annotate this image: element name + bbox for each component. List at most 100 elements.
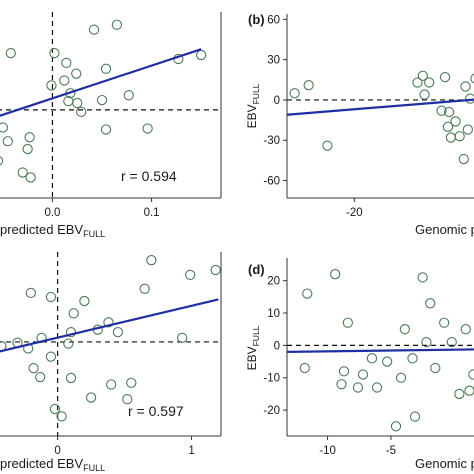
data-point (302, 288, 313, 299)
x-axis-label-main: Genomic pr (415, 456, 474, 471)
x-axis-label: Genomic pr (415, 456, 474, 471)
data-point (439, 71, 451, 83)
data-point (17, 167, 28, 178)
data-point (122, 394, 133, 405)
data-point (381, 356, 393, 367)
data-point (146, 255, 157, 266)
y-axis-label-main: EBV (245, 346, 259, 370)
x-tick-label: 1 (188, 445, 194, 457)
regression-line (286, 98, 474, 116)
y-tick-label: 0 (274, 340, 280, 352)
data-point (76, 106, 87, 118)
y-axis-label-main: EBV (245, 104, 259, 128)
data-point (468, 369, 474, 380)
x-axis-label: Genomic pr (415, 222, 474, 237)
data-point (289, 88, 300, 99)
data-point (439, 317, 450, 328)
data-point (409, 411, 421, 422)
data-point (49, 403, 61, 415)
data-point (322, 140, 333, 151)
data-point (336, 379, 347, 390)
x-tick-label: -10 (319, 445, 336, 457)
data-point (460, 81, 471, 92)
data-point (395, 372, 407, 383)
data-point (24, 132, 35, 143)
data-point (106, 379, 117, 390)
panel-b: -20 -60 -30 0 30 60(b) Genomic pr EBVFULL (245, 12, 474, 237)
data-point (470, 73, 474, 84)
data-point (421, 336, 432, 348)
data-point (430, 362, 441, 374)
data-point (65, 372, 77, 384)
data-point (460, 324, 471, 335)
data-point (2, 136, 13, 147)
data-point (352, 382, 364, 393)
data-point (442, 121, 454, 132)
data-point (68, 308, 79, 319)
data-point (390, 421, 402, 432)
x-axis-label: predicted EBVFULL (0, 456, 105, 473)
correlation-annotation: r = 0.597 (128, 403, 184, 419)
data-point (79, 295, 90, 307)
data-point (330, 269, 341, 280)
x-tick-label: -20 (346, 207, 363, 219)
data-point (59, 75, 70, 86)
data-point (111, 19, 123, 30)
regression-line (0, 48, 202, 117)
y-axis-label: EBVFULL (245, 325, 261, 370)
data-point (100, 124, 112, 135)
data-point (443, 106, 455, 118)
correlation-annotation: r = 0.594 (121, 168, 177, 184)
data-point (65, 326, 77, 338)
data-point (357, 369, 369, 380)
y-axis-label-subscript: FULL (251, 83, 261, 104)
data-point (72, 97, 83, 109)
data-point (462, 124, 474, 135)
data-point (210, 264, 221, 276)
data-point (196, 49, 207, 61)
data-point (419, 89, 430, 100)
data-point (88, 24, 100, 35)
data-point (407, 353, 418, 364)
data-point (61, 57, 72, 69)
y-tick-label: -10 (263, 373, 280, 385)
y-tick-label: 30 (267, 55, 280, 67)
x-axis-label-subscript: FULL (83, 463, 105, 473)
x-tick-label: 0.0 (44, 207, 60, 219)
x-tick-label: 0.1 (144, 207, 160, 219)
data-point (103, 317, 114, 328)
data-point (424, 77, 435, 88)
data-point (126, 377, 137, 388)
data-point (436, 105, 447, 116)
y-tick-label: 60 (267, 14, 280, 26)
y-tick-label: 10 (267, 308, 280, 320)
data-point (112, 326, 124, 338)
regression-line (0, 298, 219, 353)
data-point (49, 47, 60, 59)
data-point (464, 385, 474, 396)
data-point (458, 153, 469, 165)
data-point (465, 93, 474, 104)
data-point (417, 70, 428, 81)
data-point (96, 94, 108, 106)
data-point (35, 371, 46, 383)
x-axis-label-main: predicted EBV (0, 222, 83, 237)
data-point (303, 80, 314, 91)
y-tick-label: 20 (267, 276, 280, 288)
data-point (25, 287, 37, 299)
data-point (46, 80, 57, 91)
data-point (0, 122, 9, 133)
data-point (139, 283, 150, 294)
data-point (342, 317, 353, 328)
data-point (371, 382, 383, 393)
y-tick-label: 0 (274, 95, 280, 107)
y-tick-label: -30 (263, 135, 280, 147)
panel-a: 0.0 0.1 r = 0.594 predicted EBVFULL (0, 12, 222, 239)
data-point (142, 123, 153, 134)
panel-label: (d) (248, 262, 265, 277)
y-axis-label: EBVFULL (245, 83, 261, 128)
data-point (338, 366, 350, 377)
data-point (28, 362, 39, 374)
data-point (454, 131, 465, 142)
